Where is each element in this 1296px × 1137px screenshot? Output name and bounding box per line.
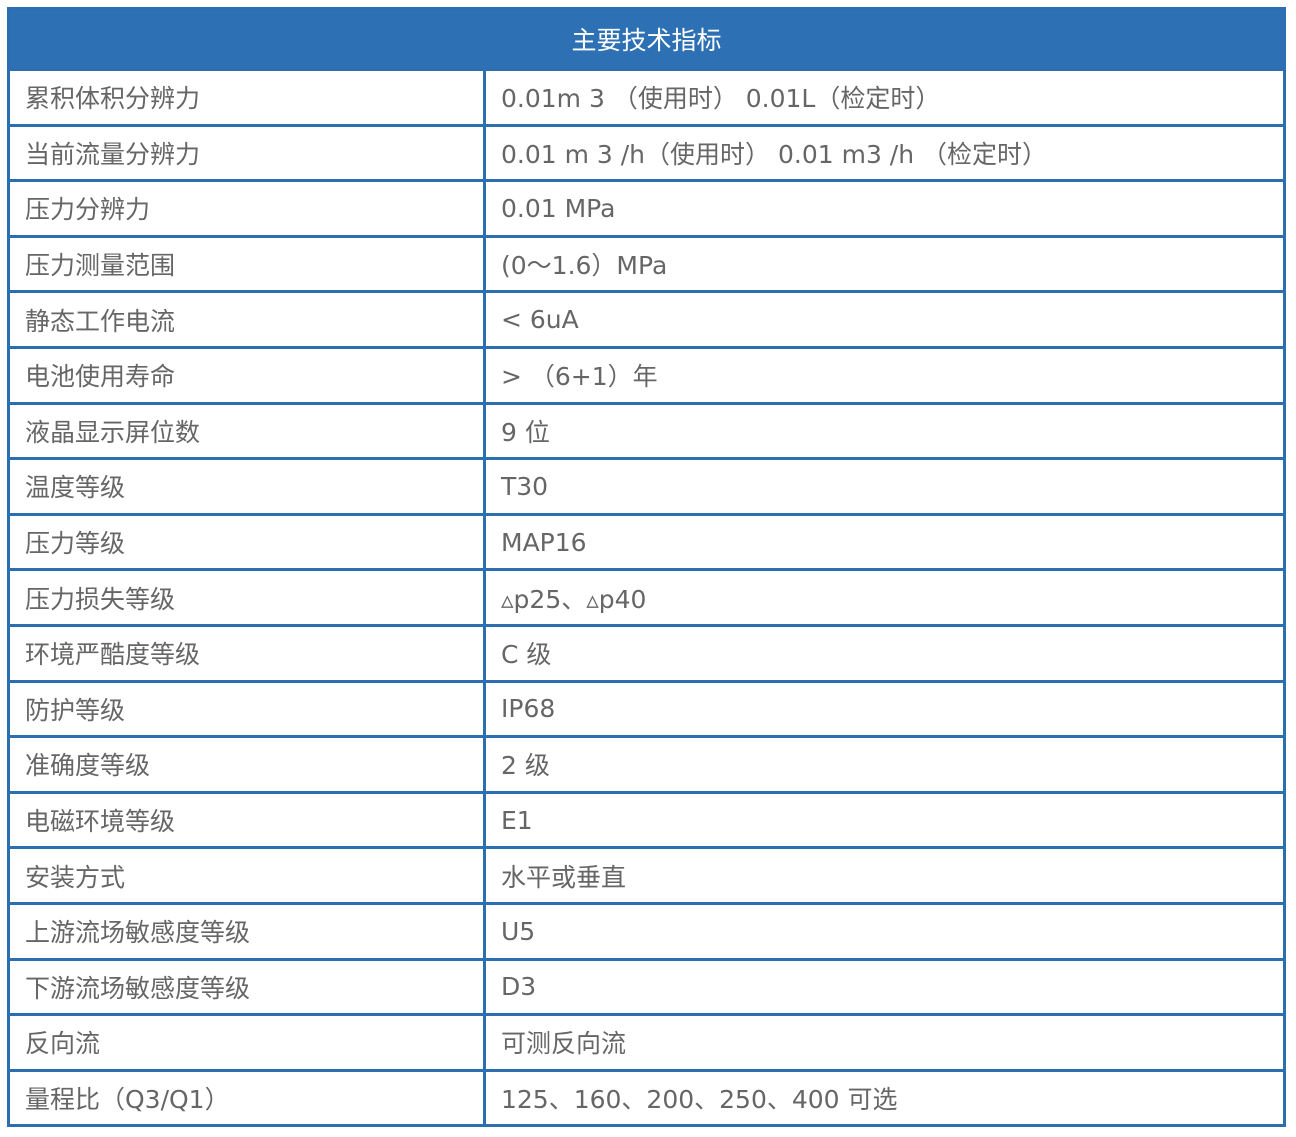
table-row: 准确度等级 2 级 bbox=[7, 735, 1286, 794]
spec-label: 电磁环境等级 bbox=[7, 790, 486, 850]
spec-value: 125、160、200、250、400 可选 bbox=[483, 1068, 1286, 1128]
spec-value: > （6+1）年 bbox=[483, 345, 1286, 405]
spec-value: E1 bbox=[483, 790, 1286, 850]
spec-label: 压力损失等级 bbox=[7, 568, 486, 627]
spec-value: IP68 bbox=[483, 679, 1286, 739]
spec-value: 0.01 m 3 /h（使用时） 0.01 m3 /h （检定时） bbox=[483, 123, 1286, 183]
table-row: 下游流场敏感度等级 D3 bbox=[7, 957, 1286, 1017]
table-row: 电磁环境等级 E1 bbox=[7, 790, 1286, 850]
table-row: 压力损失等级 ▵p25、▵p40 bbox=[7, 568, 1286, 627]
spec-value: D3 bbox=[483, 957, 1286, 1017]
spec-value: 0.01m 3 （使用时） 0.01L（检定时） bbox=[483, 68, 1286, 127]
table-row: 防护等级 IP68 bbox=[7, 679, 1286, 739]
spec-label: 电池使用寿命 bbox=[7, 345, 486, 405]
table-row: 压力分辨力 0.01 MPa bbox=[7, 179, 1286, 238]
table-row: 累积体积分辨力 0.01m 3 （使用时） 0.01L（检定时） bbox=[7, 68, 1286, 127]
spec-label: 上游流场敏感度等级 bbox=[7, 901, 486, 961]
table-row: 电池使用寿命 > （6+1）年 bbox=[7, 345, 1286, 405]
table-row: 当前流量分辨力 0.01 m 3 /h（使用时） 0.01 m3 /h （检定时） bbox=[7, 123, 1286, 183]
table-row: 环境严酷度等级 C 级 bbox=[7, 623, 1286, 683]
spec-value: 水平或垂直 bbox=[483, 846, 1286, 905]
spec-value: U5 bbox=[483, 901, 1286, 961]
spec-label: 安装方式 bbox=[7, 846, 486, 905]
spec-value: ▵p25、▵p40 bbox=[483, 568, 1286, 627]
spec-label: 下游流场敏感度等级 bbox=[7, 957, 486, 1017]
spec-label: 压力分辨力 bbox=[7, 179, 486, 238]
table-row: 压力等级 MAP16 bbox=[7, 512, 1286, 572]
table-row: 量程比（Q3/Q1） 125、160、200、250、400 可选 bbox=[7, 1068, 1286, 1128]
spec-label: 压力等级 bbox=[7, 512, 486, 572]
spec-label: 液晶显示屏位数 bbox=[7, 401, 486, 461]
spec-value: 2 级 bbox=[483, 735, 1286, 794]
spec-table: 主要技术指标 累积体积分辨力 0.01m 3 （使用时） 0.01L（检定时） 当前… bbox=[7, 7, 1286, 1128]
spec-label: 温度等级 bbox=[7, 457, 486, 516]
table-row: 安装方式 水平或垂直 bbox=[7, 846, 1286, 905]
spec-value: 0.01 MPa bbox=[483, 179, 1286, 238]
table-row: 压力测量范围 (0～1.6）MPa bbox=[7, 234, 1286, 294]
spec-label: 准确度等级 bbox=[7, 735, 486, 794]
spec-value: < 6uA bbox=[483, 290, 1286, 349]
spec-label: 防护等级 bbox=[7, 679, 486, 739]
table-row: 上游流场敏感度等级 U5 bbox=[7, 901, 1286, 961]
table-row: 反向流 可测反向流 bbox=[7, 1013, 1286, 1072]
spec-value: MAP16 bbox=[483, 512, 1286, 572]
spec-value: 9 位 bbox=[483, 401, 1286, 461]
spec-label: 静态工作电流 bbox=[7, 290, 486, 349]
spec-label: 累积体积分辨力 bbox=[7, 68, 486, 127]
table-row: 温度等级 T30 bbox=[7, 457, 1286, 516]
table-row: 静态工作电流 < 6uA bbox=[7, 290, 1286, 349]
spec-label: 当前流量分辨力 bbox=[7, 123, 486, 183]
table-header-row: 主要技术指标 bbox=[7, 7, 1286, 71]
spec-value: (0～1.6）MPa bbox=[483, 234, 1286, 294]
spec-value: 可测反向流 bbox=[483, 1013, 1286, 1072]
spec-label: 压力测量范围 bbox=[7, 234, 486, 294]
spec-label: 量程比（Q3/Q1） bbox=[7, 1068, 486, 1128]
spec-label: 反向流 bbox=[7, 1013, 486, 1072]
spec-label: 环境严酷度等级 bbox=[7, 623, 486, 683]
spec-value: T30 bbox=[483, 457, 1286, 516]
spec-value: C 级 bbox=[483, 623, 1286, 683]
table-row: 液晶显示屏位数 9 位 bbox=[7, 401, 1286, 461]
table-title: 主要技术指标 bbox=[7, 7, 1286, 71]
